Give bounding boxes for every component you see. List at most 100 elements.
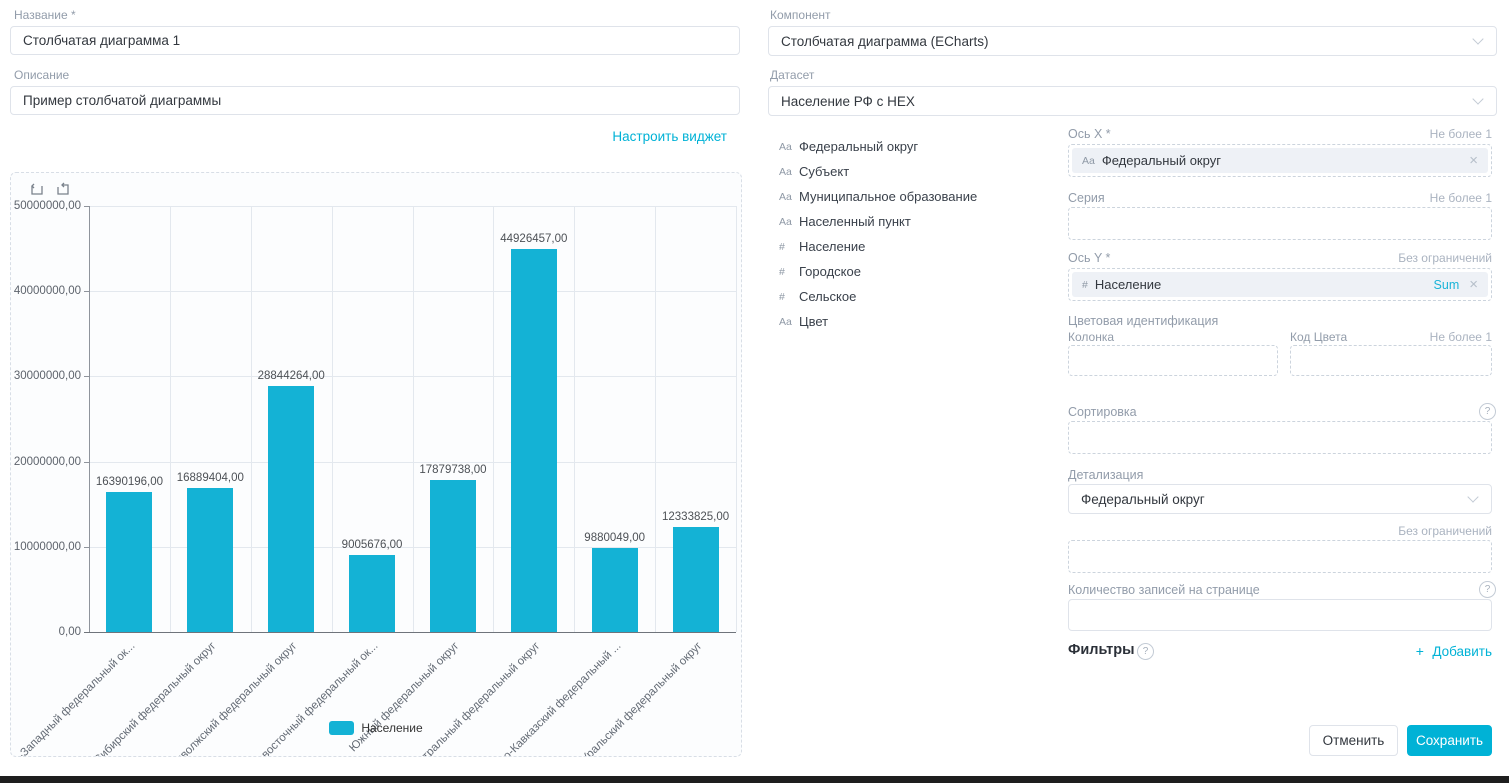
bar-value-label: 9005676,00 <box>341 539 403 552</box>
dataset-field-label: Федеральный округ <box>799 139 919 154</box>
name-label: Название * <box>14 8 76 22</box>
bar[interactable] <box>510 249 557 632</box>
gridline <box>574 206 576 632</box>
bar-value-label: 44926457,00 <box>500 233 568 246</box>
remove-x-axis-icon[interactable]: × <box>1469 152 1478 169</box>
dataset-field[interactable]: # Городское <box>779 259 1049 284</box>
description-input[interactable] <box>10 86 740 115</box>
dataset-field[interactable]: Aa Населенный пункт <box>779 209 1049 234</box>
chart-legend[interactable]: Население <box>11 721 741 735</box>
legend-swatch <box>329 721 355 735</box>
dataset-field[interactable]: Aa Муниципальное образование <box>779 184 1049 209</box>
x-axis-line <box>84 632 736 633</box>
remove-y-axis-icon[interactable]: × <box>1469 276 1478 293</box>
aggregation-selector[interactable]: Sum <box>1433 277 1460 292</box>
bar[interactable] <box>591 547 638 632</box>
filters-help-icon[interactable]: ? <box>1137 643 1154 660</box>
chart-toolbox <box>29 181 71 197</box>
bar-value-label: 16889404,00 <box>176 472 244 485</box>
dataset-field[interactable]: # Сельское <box>779 284 1049 309</box>
detail-dropzone[interactable] <box>1068 540 1492 573</box>
component-select[interactable]: Столбчатая диаграмма (ECharts) <box>768 26 1497 56</box>
detail-label: Детализация <box>1068 468 1144 482</box>
y-tick <box>84 206 89 207</box>
bar[interactable] <box>429 479 476 632</box>
y-axis-chip-label: Население <box>1094 277 1162 292</box>
gridline <box>493 206 495 632</box>
detail-limit-hint: Без ограничений <box>1398 524 1492 538</box>
name-input[interactable] <box>10 26 740 55</box>
y-tick-label: 50000000,00 <box>13 200 81 212</box>
sorting-dropzone[interactable] <box>1068 421 1492 454</box>
chevron-down-icon <box>1467 491 1479 503</box>
string-type-icon: Aa <box>779 140 792 153</box>
bar-value-label: 9880049,00 <box>584 531 646 544</box>
gridline <box>169 206 171 632</box>
bar[interactable] <box>268 386 315 632</box>
gridline <box>736 206 737 632</box>
bar-value-label: 17879738,00 <box>419 463 487 476</box>
chart-preview-panel: 50000000,00 40000000,00 30000000,00 2000000… <box>10 172 742 757</box>
taskbar-edge <box>0 776 1509 783</box>
detail-select[interactable]: Федеральный округ <box>1068 484 1492 514</box>
plus-icon: + <box>1415 643 1424 659</box>
add-filter-button[interactable]: + Добавить <box>1068 643 1492 661</box>
series-label: Серия <box>1068 191 1105 205</box>
y-tick-label: 30000000,00 <box>13 370 81 383</box>
y-tick-label: 20000000,00 <box>13 455 81 468</box>
gridline <box>412 206 414 632</box>
legend-label: Население <box>361 721 423 735</box>
dataset-field[interactable]: Aa Федеральный округ <box>779 134 1049 159</box>
color-code-dropzone[interactable] <box>1290 345 1492 376</box>
bar-value-label: 12333825,00 <box>661 510 730 523</box>
y-tick-label: 40000000,00 <box>13 285 81 298</box>
component-value: Столбчатая диаграмма (ECharts) <box>781 33 989 49</box>
dataset-field-label: Городское <box>799 264 861 279</box>
number-type-icon: # <box>1082 278 1088 291</box>
toolbox-datazoom-icon[interactable] <box>29 181 45 197</box>
x-axis-dropzone[interactable]: Aa Федеральный округ × <box>1068 144 1492 177</box>
bar[interactable] <box>349 555 396 632</box>
sorting-help-icon[interactable]: ? <box>1479 403 1496 420</box>
color-code-label: Код Цвета <box>1290 330 1348 344</box>
dataset-select[interactable]: Население РФ с HEX <box>768 86 1497 116</box>
dataset-value: Население РФ с HEX <box>781 93 915 109</box>
string-type-icon: Aa <box>779 315 792 328</box>
configure-widget-link[interactable]: Настроить виджет <box>612 129 727 144</box>
gridline <box>250 206 252 632</box>
color-ident-section-label: Цветовая идентификация <box>1068 314 1219 328</box>
filters-label: Фильтры <box>1068 642 1135 658</box>
dataset-field-label: Субъект <box>799 164 850 179</box>
y-tick <box>84 461 89 463</box>
gridline <box>655 206 657 632</box>
records-per-page-input[interactable] <box>1068 599 1492 631</box>
dataset-field[interactable]: Aa Цвет <box>779 309 1049 334</box>
bar[interactable] <box>187 488 234 632</box>
series-dropzone[interactable] <box>1068 207 1492 240</box>
gridline <box>331 206 333 632</box>
records-help-icon[interactable]: ? <box>1479 581 1496 598</box>
bar[interactable] <box>106 492 153 632</box>
color-column-label: Колонка <box>1068 330 1115 344</box>
toolbox-restore-icon[interactable] <box>55 181 71 197</box>
detail-value: Федеральный округ <box>1081 491 1205 507</box>
string-type-icon: Aa <box>779 165 792 178</box>
bar[interactable] <box>672 526 719 632</box>
y-axis-dropzone[interactable]: # Население Sum × <box>1068 268 1492 301</box>
dataset-field[interactable]: # Население <box>779 234 1049 259</box>
component-label: Компонент <box>770 8 831 22</box>
dataset-label: Датасет <box>770 68 815 82</box>
cancel-button[interactable]: Отменить <box>1309 725 1398 756</box>
y-axis-chip[interactable]: # Население Sum × <box>1072 272 1488 297</box>
y-tick-label: 0,00 <box>58 626 81 638</box>
number-type-icon: # <box>779 240 785 253</box>
color-column-dropzone[interactable] <box>1068 345 1278 376</box>
save-button[interactable]: Сохранить <box>1407 725 1492 756</box>
dataset-field[interactable]: Aa Субъект <box>779 159 1049 184</box>
number-type-icon: # <box>779 265 785 278</box>
y-tick <box>84 376 89 378</box>
records-per-page-label: Количество записей на странице <box>1068 583 1260 597</box>
dataset-fields-list: Aa Федеральный округ Aa Субъект Aa Муниципаль… <box>779 134 1049 334</box>
x-axis-chip[interactable]: Aa Федеральный округ × <box>1072 148 1488 173</box>
color-limit-hint: Не более 1 <box>1429 330 1492 344</box>
